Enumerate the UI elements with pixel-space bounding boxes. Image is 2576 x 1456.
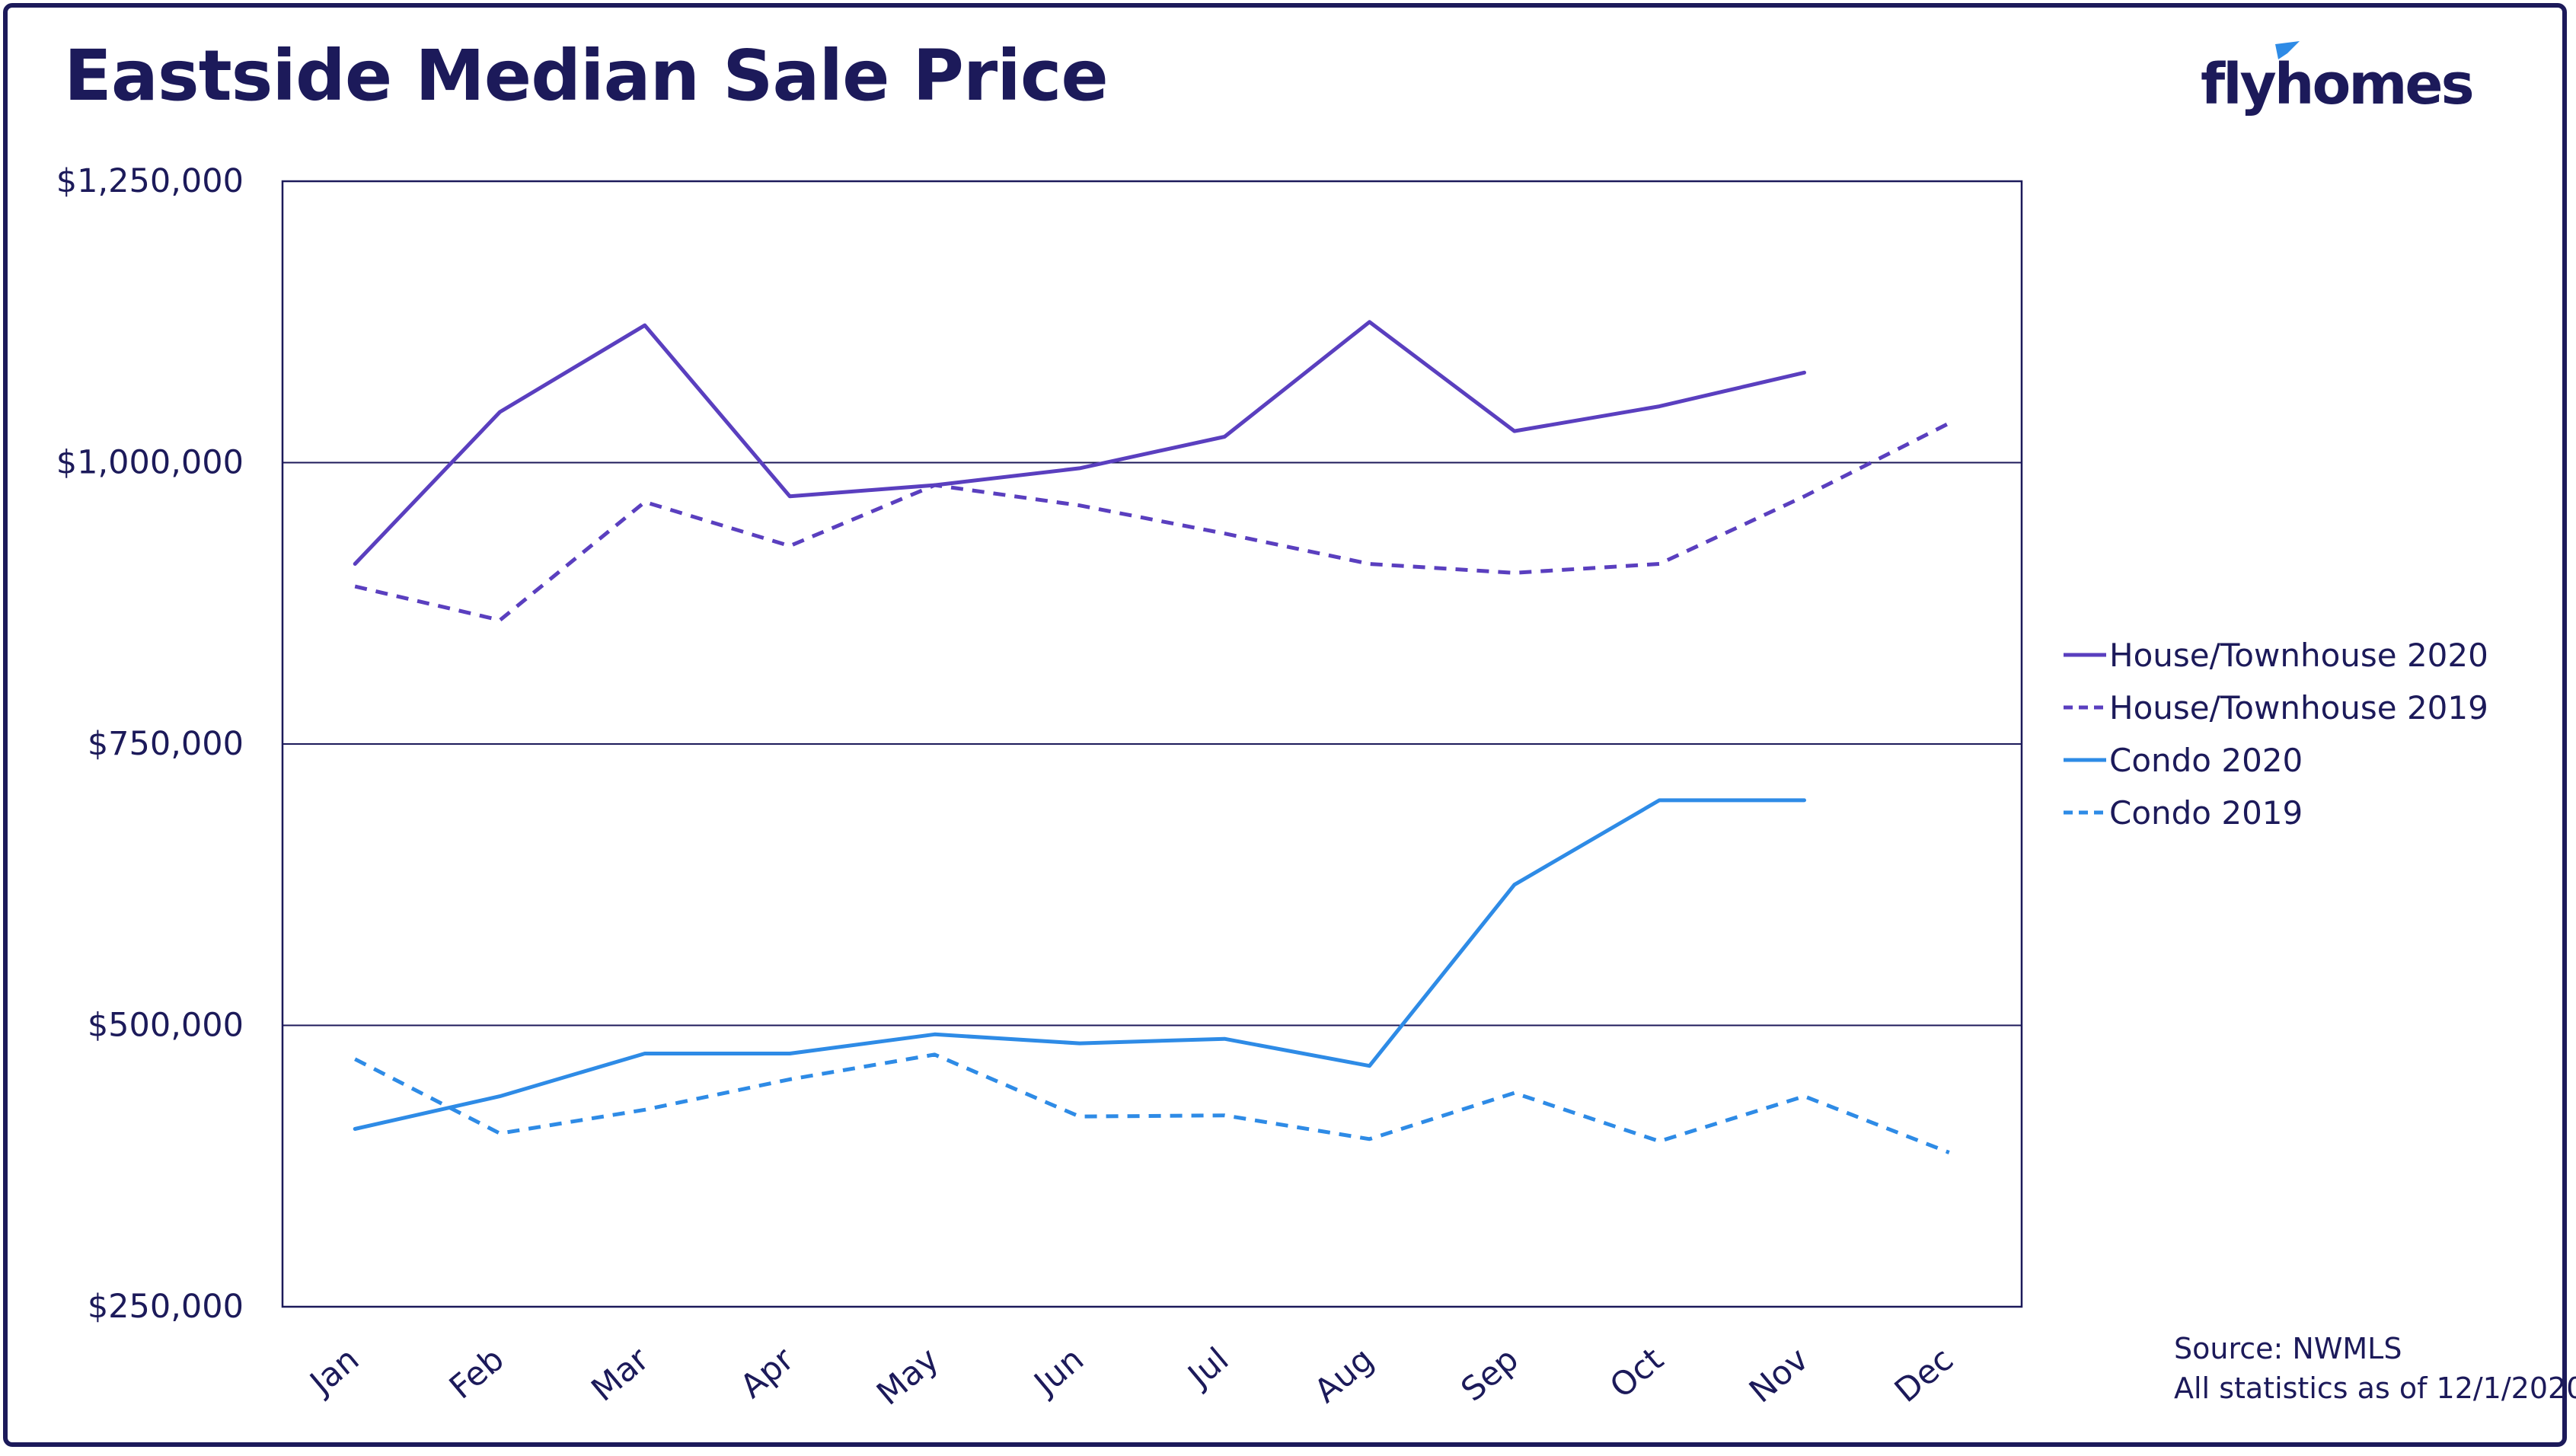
statistics-date-line: All statistics as of 12/1/2020 (2174, 1371, 2576, 1405)
x-tick-label: Mar (585, 1340, 657, 1410)
y-tick-label: $1,000,000 (56, 444, 244, 482)
x-tick-label: Jun (1026, 1340, 1091, 1403)
x-tick-label: Jul (1179, 1340, 1236, 1397)
x-tick-label: Apr (733, 1340, 801, 1406)
legend-label: Condo 2019 (2109, 794, 2303, 832)
plot-area-border (281, 180, 2023, 1308)
legend-label: Condo 2020 (2109, 742, 2303, 779)
source-line: Source: NWMLS (2174, 1332, 2402, 1365)
series-line-0 (353, 320, 1806, 566)
series-line-3 (354, 1052, 1950, 1154)
series-line-2 (353, 798, 1806, 1131)
series-line-1 (354, 421, 1950, 622)
y-tick-label: $250,000 (88, 1288, 244, 1326)
y-tick-label: $750,000 (88, 725, 244, 763)
x-tick-label: Oct (1603, 1340, 1671, 1406)
logo-wordmark: flyhomes (2201, 52, 2475, 117)
x-tick-label: Feb (442, 1340, 511, 1407)
chart-frame (3, 3, 2567, 1447)
x-tick-label: Dec (1888, 1340, 1961, 1410)
x-tick-label: Aug (1307, 1340, 1381, 1410)
legend-label: House/Townhouse 2020 (2109, 637, 2488, 674)
x-tick-label: Nov (1742, 1340, 1815, 1410)
x-tick-label: Jan (302, 1340, 366, 1403)
flyhomes-logo: flyhomes (2201, 41, 2482, 125)
x-tick-label: May (870, 1340, 946, 1413)
y-tick-label: $500,000 (88, 1007, 244, 1045)
x-tick-label: Sep (1454, 1340, 1526, 1409)
y-tick-label: $1,250,000 (56, 162, 244, 200)
chart-title: Eastside Median Sale Price (64, 35, 1109, 117)
logo-flag-icon (2275, 41, 2300, 59)
legend-label: House/Townhouse 2019 (2109, 689, 2488, 726)
source-note: Source: NWMLS All statistics as of 12/1/… (2174, 1329, 2576, 1408)
